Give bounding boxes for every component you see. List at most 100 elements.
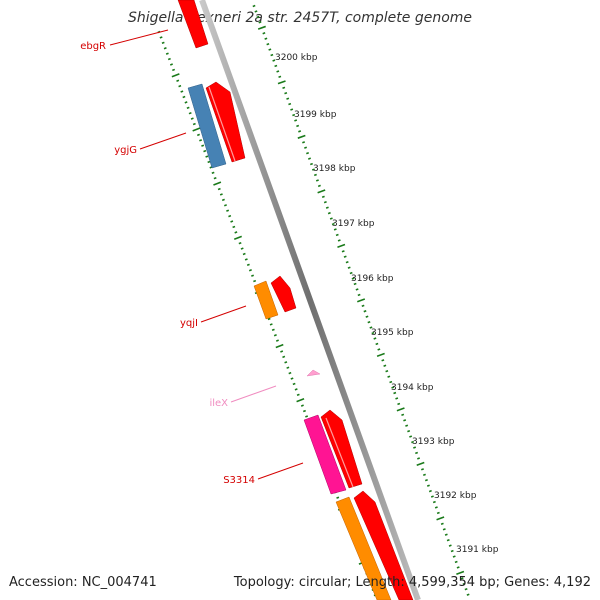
minor-tick [196,133,200,137]
minor-tick [391,386,395,389]
minor-tick [361,304,365,307]
minor-tick [462,582,466,585]
minor-tick [409,435,413,438]
minor-tick [203,149,207,153]
minor-tick [258,21,262,24]
genome-summary-text: Topology: circular; Length: 4,599,354 bp… [233,575,591,590]
minor-tick [276,70,280,73]
minor-tick [294,388,298,391]
accession-text: Accession: NC_004741 [9,575,157,590]
minor-tick [460,577,464,580]
major-tick [376,352,385,357]
gene-label-ebgR[interactable]: ebgR [80,41,106,52]
major-tick [277,80,286,85]
minor-tick [345,260,349,264]
minor-tick [269,323,273,326]
minor-tick [282,355,286,359]
gene-red-cds-feature[interactable] [270,275,297,313]
minor-tick [242,252,246,256]
minor-tick [411,440,415,444]
scale-tick-track [252,4,470,596]
minor-tick [161,41,165,45]
minor-tick [274,64,278,68]
minor-tick [351,277,355,280]
label-leader-yqjI [200,305,247,323]
gene-ileX-feature[interactable] [306,369,321,377]
minor-tick [420,468,424,471]
gene-label-ileX[interactable]: ileX [209,398,228,409]
minor-tick [365,315,369,318]
minor-tick [367,320,371,324]
major-tick [233,235,242,240]
gene-red-cds-feature[interactable] [320,409,363,489]
major-tick [317,189,326,194]
major-tick [257,25,266,30]
minor-tick [448,544,452,547]
minor-tick [355,288,359,291]
minor-tick [246,263,250,267]
minor-tick [403,419,407,422]
minor-tick [272,59,276,62]
major-tick [297,134,306,139]
minor-tick [268,48,272,51]
minor-tick [349,271,353,275]
gene-label-S3314[interactable]: S3314 [223,475,255,486]
scale-label: 3199 kbp [294,110,337,120]
minor-tick [262,32,266,35]
minor-tick [184,101,188,104]
minor-tick [221,198,225,202]
minor-tick [417,457,421,460]
minor-tick [315,179,319,182]
gene-yqjI-feature[interactable] [253,280,279,320]
gene-label-ygjG[interactable]: ygjG [114,145,137,156]
major-tick [456,570,465,576]
minor-tick [251,274,255,277]
minor-tick [270,53,274,57]
minor-tick [271,328,275,332]
minor-tick [172,68,176,72]
minor-tick [253,279,257,283]
major-tick [275,343,284,349]
gene-S3314-feature[interactable] [303,414,347,495]
minor-tick [286,366,290,369]
minor-tick [436,511,440,515]
minor-tick [159,36,163,39]
minor-tick [381,359,385,362]
minor-tick [397,402,401,406]
minor-tick [323,201,327,204]
gene-ebgR-feature[interactable] [177,0,209,49]
minor-tick [182,95,186,99]
minor-tick [292,382,296,386]
minor-tick [329,217,333,220]
label-leader-S3314 [257,462,304,480]
minor-tick [207,160,211,164]
genome-backbone [199,0,421,600]
minor-tick [248,269,252,272]
minor-tick [298,130,302,133]
minor-tick [230,220,234,223]
scale-label: 3192 kbp [434,491,477,501]
minor-tick [188,112,192,115]
minor-tick [240,247,244,250]
minor-tick [256,15,260,19]
minor-tick [456,566,460,569]
minor-tick [415,451,419,455]
minor-tick [375,342,379,346]
minor-tick [232,225,236,229]
minor-tick [226,209,230,212]
minor-tick [296,124,300,128]
gene-ygjG-feature[interactable] [187,83,227,169]
minor-tick [321,195,325,198]
minor-tick [452,555,456,558]
gene-red-cds-feature[interactable] [205,81,246,163]
gene-label-yqjI[interactable]: yqjI [180,318,198,329]
minor-tick [454,560,458,564]
scale-label: 3191 kbp [456,545,499,555]
scale-label: 3194 kbp [391,383,434,393]
minor-tick [430,495,434,498]
gene-red-cds-feature[interactable] [353,490,414,600]
scale-label: 3195 kbp [371,328,414,338]
minor-tick [252,4,256,8]
gene-orange-cds-feature[interactable] [335,496,392,600]
